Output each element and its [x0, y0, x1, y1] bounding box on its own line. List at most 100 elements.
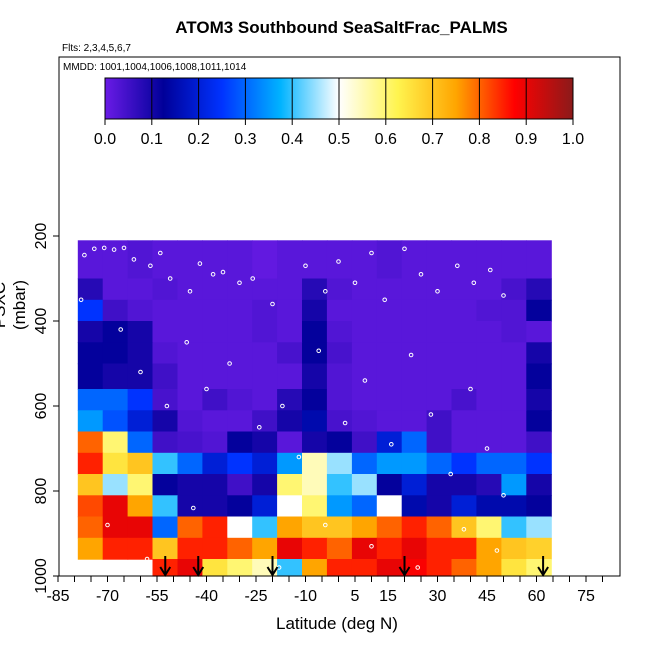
heatmap-cell	[526, 342, 552, 365]
heatmap-cell	[426, 321, 453, 343]
heatmap-cell	[401, 474, 428, 496]
heatmap-cell	[77, 278, 104, 301]
heatmap-cell	[302, 278, 328, 301]
heatmap-cell	[426, 299, 453, 322]
heatmap-cell	[227, 495, 253, 518]
y-axis-label: PSXC (mbar)	[0, 279, 29, 331]
heatmap-cell	[152, 342, 178, 365]
heatmap-cell	[177, 321, 203, 343]
heatmap-cell	[77, 410, 104, 433]
heatmap-cell	[326, 278, 353, 301]
heatmap-cell	[177, 495, 203, 518]
x-tick-label: 30	[429, 588, 447, 605]
heatmap-cell	[501, 321, 527, 343]
observation-point	[461, 527, 467, 532]
heatmap-cell	[401, 537, 428, 560]
heatmap-cell	[401, 410, 428, 433]
heatmap-cell	[326, 299, 353, 322]
heatmap-cell	[326, 410, 353, 433]
observation-point	[323, 289, 328, 294]
heatmap-cell	[326, 431, 353, 454]
heatmap-cell	[202, 559, 228, 577]
colorbar-tick-label: 0.5	[328, 131, 350, 148]
heatmap-cell	[227, 363, 253, 390]
heatmap-cell	[501, 516, 527, 539]
heatmap-cell	[252, 474, 278, 496]
heatmap-cell	[277, 559, 303, 577]
heatmap-cell	[426, 431, 453, 454]
heatmap-cell	[252, 278, 278, 301]
heatmap-cell	[476, 389, 502, 411]
heatmap-cell	[526, 389, 552, 411]
observation-point	[105, 522, 110, 528]
heatmap-cell	[227, 474, 253, 496]
heatmap-cell	[127, 389, 154, 411]
heatmap-cell	[202, 389, 228, 411]
heatmap-cell	[127, 363, 154, 390]
heatmap-cell	[227, 537, 253, 560]
heatmap-cell	[451, 495, 477, 518]
observation-point	[237, 531, 242, 536]
observation-point	[296, 454, 302, 460]
heatmap-cell	[326, 363, 353, 390]
plot-frame	[58, 56, 621, 577]
heatmap-cell	[426, 278, 453, 301]
heatmap-cell	[326, 559, 353, 577]
heatmap-cell	[326, 474, 353, 496]
heatmap-cell	[252, 321, 278, 343]
observation-point	[336, 259, 341, 264]
heatmap-cell	[127, 299, 154, 322]
heatmap-cell	[77, 321, 104, 343]
observation-point	[220, 269, 226, 275]
observation-point	[389, 442, 394, 447]
heatmap-cell	[277, 537, 303, 560]
x-tick-label: -25	[244, 588, 267, 605]
heatmap-cell	[127, 537, 154, 560]
heatmap-cell	[501, 495, 527, 518]
heatmap-cell	[227, 240, 253, 280]
observation-point	[111, 247, 117, 252]
heatmap-cell	[252, 495, 278, 518]
heatmap-cell	[426, 474, 453, 496]
heatmap-cell	[152, 431, 178, 454]
heatmap-cell	[376, 559, 403, 577]
heatmap-cell	[476, 516, 502, 539]
heatmap-cell	[102, 363, 129, 390]
heatmap-cell	[351, 431, 378, 454]
heatmap-cell	[152, 363, 178, 390]
heatmap-cell	[351, 240, 378, 280]
observation-point	[191, 505, 196, 511]
heatmap-cell	[326, 321, 353, 343]
x-tick-label: -55	[145, 588, 168, 605]
heatmap-cell	[152, 389, 178, 411]
heatmap-cell	[376, 410, 403, 433]
heatmap-cell	[152, 321, 178, 343]
heatmap-cell	[77, 516, 104, 539]
heatmap-cell	[351, 299, 378, 322]
heatmap-cell	[451, 321, 477, 343]
heatmap-cell	[351, 537, 378, 560]
observation-point	[158, 250, 163, 256]
observation-point	[101, 245, 107, 251]
heatmap-cell	[277, 299, 303, 322]
heatmap-cell	[77, 389, 104, 411]
heatmap-cell	[277, 516, 303, 539]
colorbar-tick-label: 0.0	[94, 131, 116, 148]
heatmap-cell	[526, 410, 552, 433]
observation-point	[131, 257, 137, 262]
observation-point	[352, 280, 358, 286]
heatmap-cell	[302, 495, 328, 518]
flights-subtitle: Flts: 2,3,4,5,6,7	[62, 43, 131, 54]
heatmap-cell	[152, 537, 178, 560]
heatmap-cell	[376, 278, 403, 301]
observation-point	[415, 565, 421, 570]
heatmap-cell	[351, 516, 378, 539]
heatmap-cell	[102, 431, 129, 454]
heatmap-cell	[376, 389, 403, 411]
heatmap-cell	[277, 431, 303, 454]
heatmap-cell	[351, 410, 378, 433]
heatmap-cell	[476, 495, 502, 518]
heatmap-cell	[401, 495, 428, 518]
observation-point	[501, 293, 506, 298]
heatmap-cell	[227, 321, 253, 343]
